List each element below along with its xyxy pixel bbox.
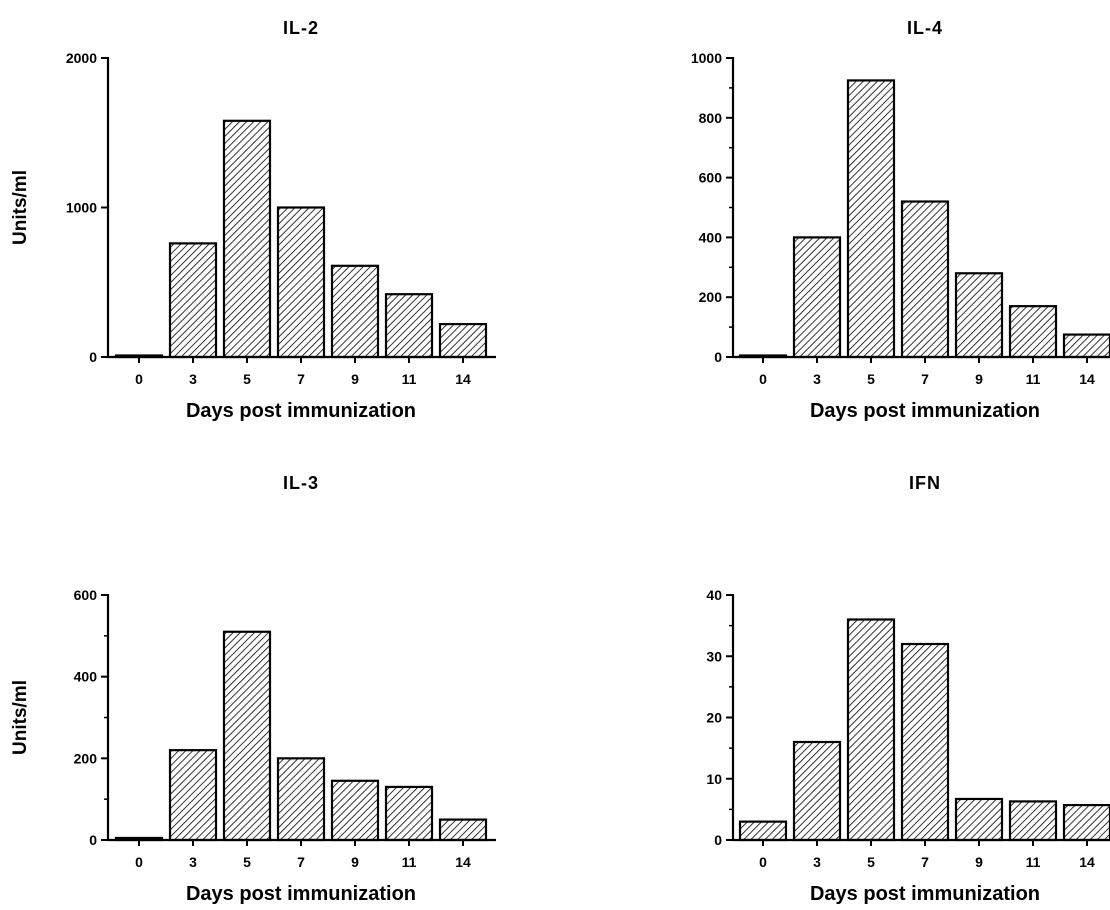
x-tick-label: 0 — [759, 371, 767, 387]
y-tick-label: 10 — [706, 771, 722, 787]
chart-title: IL-2 — [283, 18, 319, 38]
x-tick-label: 3 — [189, 371, 197, 387]
x-tick-label: 9 — [975, 854, 983, 870]
y-tick-label: 600 — [74, 587, 98, 603]
x-tick-label: 5 — [867, 854, 875, 870]
x-tick-label: 11 — [402, 371, 417, 387]
x-tick-label: 9 — [975, 371, 983, 387]
y-tick-label: 0 — [714, 349, 722, 365]
x-tick-label: 9 — [351, 854, 359, 870]
bar-day-11 — [384, 293, 434, 359]
y-tick-label: 1000 — [66, 200, 97, 216]
x-tick-label: 3 — [813, 371, 821, 387]
bar-day-11 — [1008, 305, 1058, 359]
bar-day-5 — [846, 79, 896, 359]
x-tick-label: 9 — [351, 371, 359, 387]
y-tick-label: 800 — [699, 110, 723, 126]
x-tick-label: 5 — [867, 371, 875, 387]
y-tick-label: 400 — [699, 229, 723, 245]
bar-day-5 — [222, 630, 272, 842]
x-tick-label: 11 — [1026, 854, 1041, 870]
x-tick-label: 14 — [1079, 371, 1095, 387]
y-axis-label: Units/ml — [10, 680, 31, 755]
bar-day-14 — [1062, 333, 1110, 359]
bar-day-5 — [846, 618, 896, 842]
y-tick-label: 0 — [714, 832, 722, 848]
bar-day-3 — [168, 242, 218, 359]
chart-il-4: IL-4 0 200 400 600 800 1000 0 3 5 7 9 11 14 Days post … — [555, 0, 1110, 455]
bar-day-9 — [954, 272, 1004, 359]
bar-day-3 — [792, 740, 842, 842]
x-axis-label: Days post immunization — [186, 883, 416, 905]
x-tick-label: 14 — [1079, 854, 1095, 870]
x-tick-label: 11 — [402, 854, 417, 870]
x-tick-label: 3 — [813, 854, 821, 870]
y-tick-label: 400 — [74, 669, 98, 685]
chart-ifn: IFN 0 10 20 30 40 0 3 5 7 9 11 14 Days post immunizat… — [555, 455, 1110, 910]
chart-il-4-svg: IL-4 0 200 400 600 800 1000 0 3 5 7 9 11 14 Days post … — [691, 18, 1110, 422]
x-tick-label: 11 — [1026, 371, 1041, 387]
x-tick-label: 5 — [243, 854, 251, 870]
y-tick-label: 40 — [706, 587, 722, 603]
y-axis-label: Units/ml — [10, 170, 31, 245]
bar-day-7 — [276, 757, 326, 842]
y-tick-label: 0 — [89, 832, 97, 848]
x-tick-label: 0 — [759, 854, 767, 870]
chart-il-3: IL-3 0 200 400 600 0 3 5 7 9 11 14 Days post immuniz… — [0, 455, 555, 910]
bar-day-14 — [438, 818, 488, 842]
bar-day-7 — [276, 206, 326, 359]
x-axis-label: Days post immunization — [810, 883, 1040, 905]
bar-day-7 — [900, 200, 950, 359]
x-axis-label: Days post immunization — [810, 400, 1040, 422]
bar-day-14 — [438, 323, 488, 359]
x-axis-label: Days post immunization — [186, 400, 416, 422]
chart-title: IFN — [909, 473, 941, 493]
x-tick-label: 0 — [135, 371, 143, 387]
bar-day-11 — [1008, 800, 1058, 842]
x-tick-label: 14 — [455, 854, 471, 870]
bar-day-14 — [1062, 803, 1110, 842]
bar-day-3 — [168, 749, 218, 842]
x-tick-label: 7 — [297, 371, 305, 387]
y-tick-label: 1000 — [691, 50, 722, 66]
bar-day-3 — [792, 236, 842, 359]
bar-day-9 — [954, 797, 1004, 842]
x-tick-label: 3 — [189, 854, 197, 870]
y-tick-label: 600 — [699, 170, 723, 186]
bar-day-11 — [384, 785, 434, 842]
chart-il-2-svg: IL-2 0 1000 2000 0 3 5 7 9 11 14 Days post immuniza… — [10, 18, 496, 422]
x-tick-label: 0 — [135, 854, 143, 870]
y-tick-label: 20 — [706, 710, 722, 726]
x-tick-label: 7 — [921, 371, 929, 387]
y-tick-label: 200 — [699, 289, 723, 305]
y-tick-label: 2000 — [66, 50, 97, 66]
chart-ifn-svg: IFN 0 10 20 30 40 0 3 5 7 9 11 14 Days post immunizat… — [706, 473, 1110, 905]
x-tick-label: 14 — [455, 371, 471, 387]
chart-title: IL-4 — [907, 18, 943, 38]
y-tick-label: 200 — [74, 750, 98, 766]
bar-day-9 — [330, 264, 380, 359]
y-tick-label: 0 — [89, 349, 97, 365]
x-tick-label: 7 — [297, 854, 305, 870]
chart-il-3-svg: IL-3 0 200 400 600 0 3 5 7 9 11 14 Days post immuniz… — [10, 473, 496, 905]
x-tick-label: 7 — [921, 854, 929, 870]
x-tick-label: 5 — [243, 371, 251, 387]
chart-title: IL-3 — [283, 473, 319, 493]
bar-day-5 — [222, 119, 272, 359]
bar-day-7 — [900, 642, 950, 842]
chart-il-2: IL-2 0 1000 2000 0 3 5 7 9 11 14 Days post immuniza… — [0, 0, 555, 455]
bar-day-0 — [738, 820, 788, 842]
bar-day-9 — [330, 779, 380, 842]
y-tick-label: 30 — [706, 648, 722, 664]
